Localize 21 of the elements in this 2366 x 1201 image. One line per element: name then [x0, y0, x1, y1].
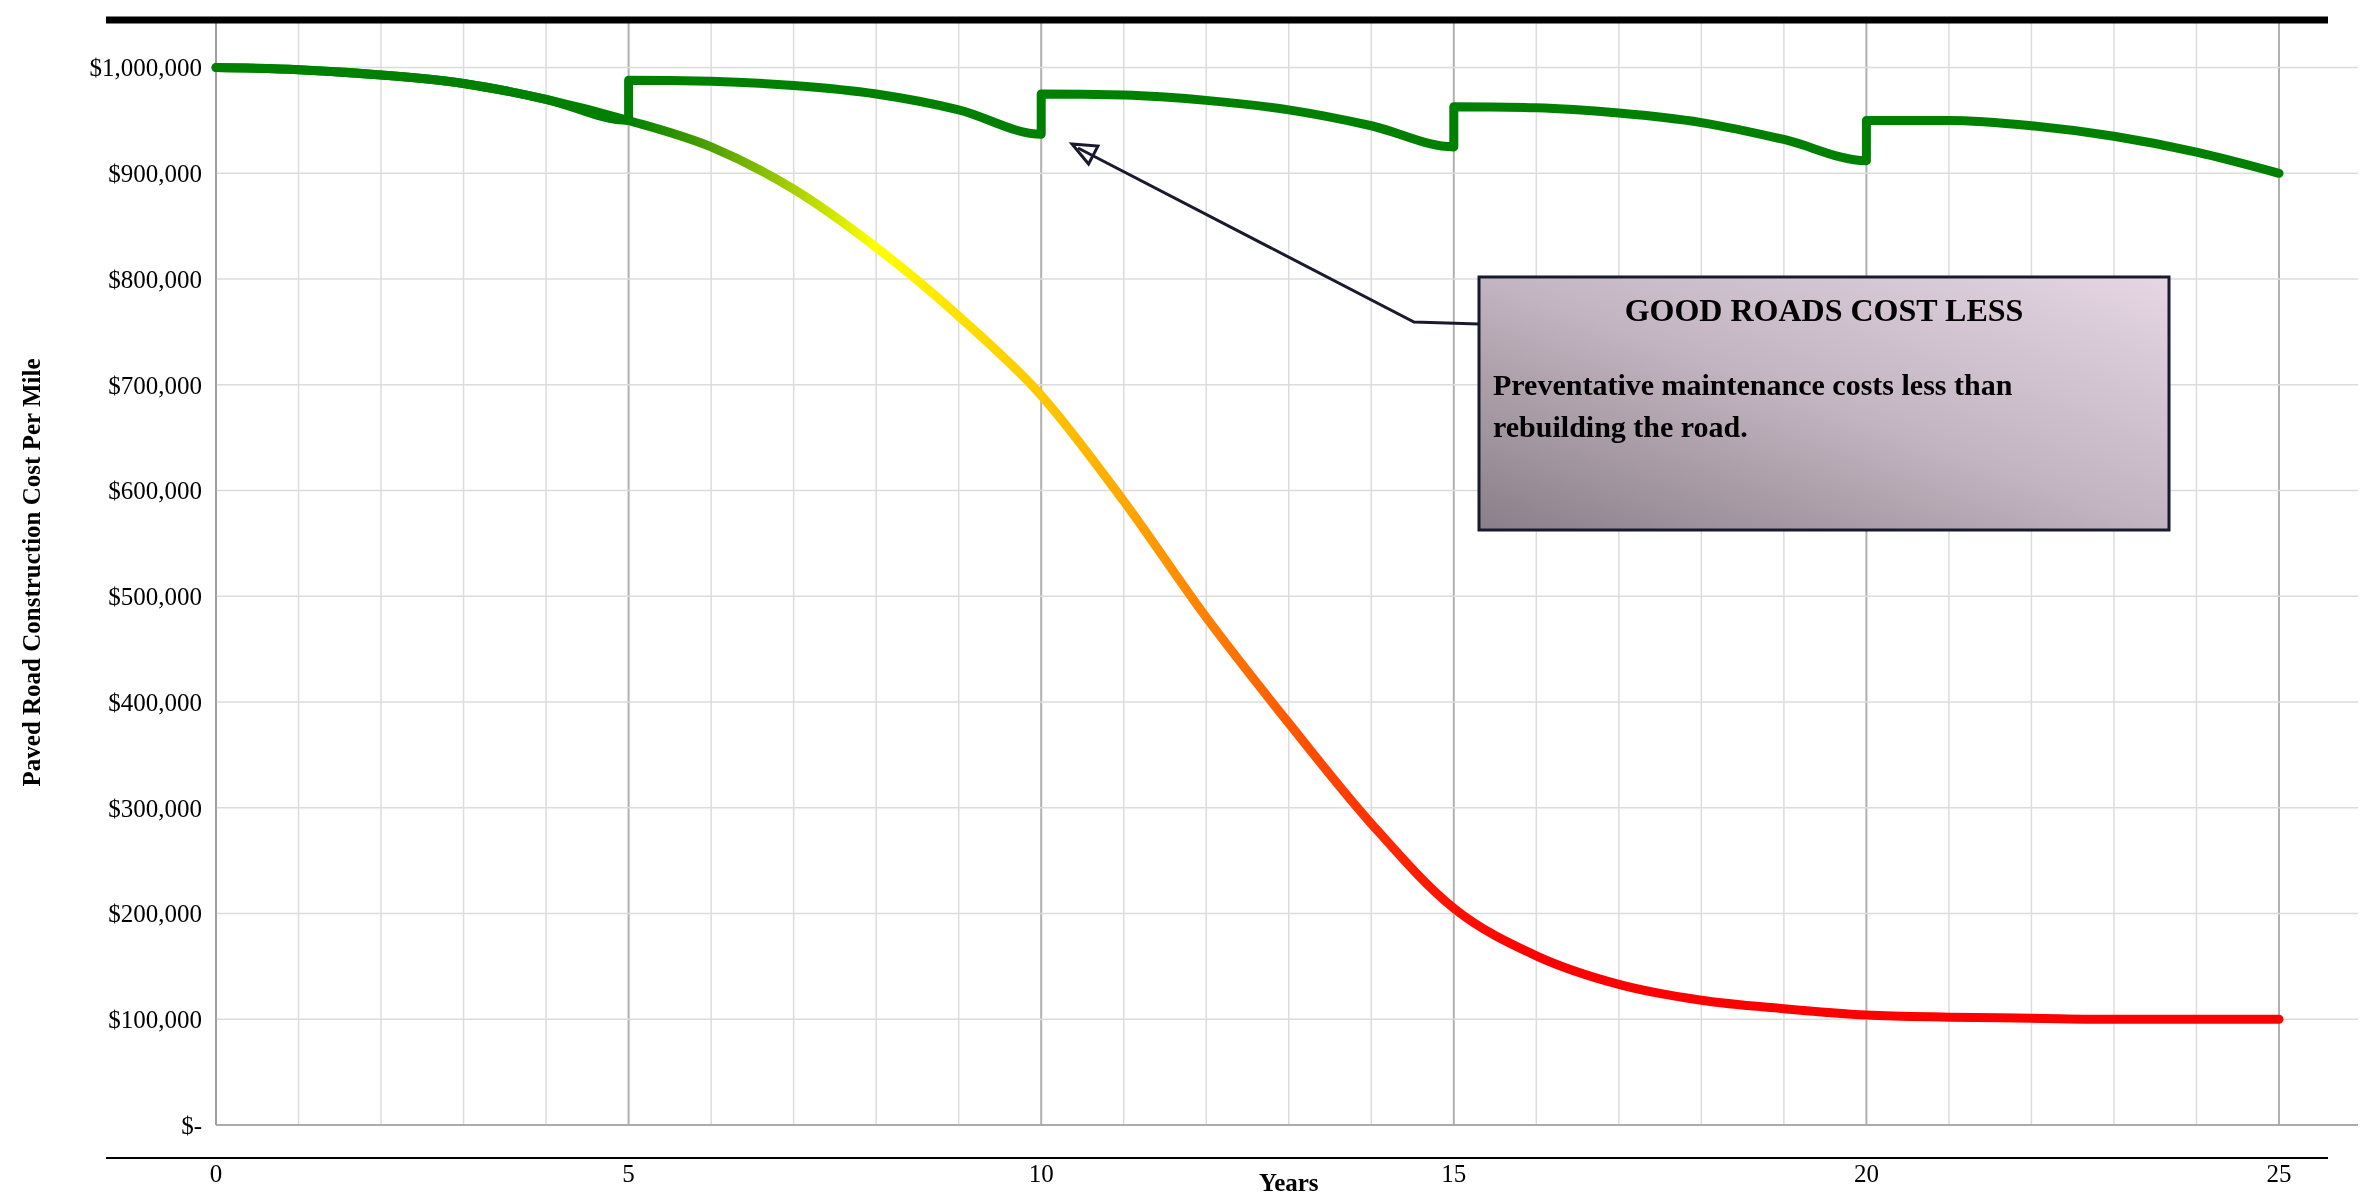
y-tick-label: $900,000 [108, 160, 202, 188]
x-axis-title: Years [1258, 1169, 1319, 1196]
x-tick-label: 0 [209, 1160, 223, 1187]
y-tick-label: $500,000 [108, 583, 202, 611]
y-tick-label: $100,000 [108, 1006, 202, 1034]
y-tick-label: $300,000 [108, 794, 202, 822]
x-tick-label: 15 [1441, 1160, 1467, 1187]
y-tick-label: $1,000,000 [89, 54, 202, 82]
x-tick-label: 5 [622, 1160, 635, 1187]
annotation: Preventative maintenance costs less than rebuilding the road. [1493, 368, 2013, 443]
x-tick-label: 25 [2266, 1160, 2292, 1187]
y-tick-label: $600,000 [108, 477, 202, 505]
y-tick-label: $200,000 [108, 900, 202, 928]
x-tick-label: 10 [1028, 1160, 1054, 1187]
y-tick-label: $700,000 [108, 371, 202, 399]
x-tick-label: 20 [1853, 1160, 1879, 1187]
y-axis-title: Paved Road Construction Cost Per Mile [18, 358, 45, 787]
y-tick-label: $800,000 [108, 265, 202, 293]
y-tick-label: $400,000 [108, 688, 202, 716]
annotation: GOOD ROADS COST LESS [1624, 292, 2024, 328]
y-tick-label: $- [181, 1111, 202, 1139]
